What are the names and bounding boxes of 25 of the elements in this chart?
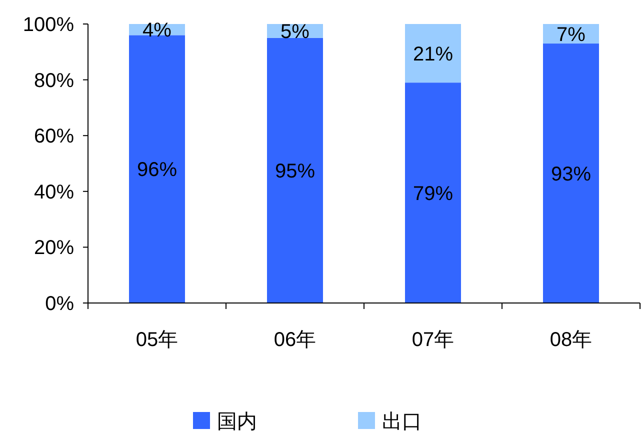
- data-label: 5%: [280, 20, 310, 43]
- x-tick-label: 08年: [550, 329, 592, 351]
- data-label: 95%: [274, 160, 316, 182]
- bar: [405, 24, 461, 83]
- y-tick-label: 0%: [45, 293, 74, 315]
- x-tick-label: 06年: [274, 329, 316, 351]
- y-tick-label: 20%: [34, 237, 74, 260]
- legend-label: 出口: [382, 411, 422, 433]
- y-tick-label: 60%: [34, 126, 74, 148]
- data-label: 4%: [142, 20, 172, 42]
- bar: [129, 35, 185, 303]
- y-tick-label: 100%: [22, 14, 74, 36]
- bar: [405, 82, 461, 303]
- legend-label: 国内: [217, 411, 257, 433]
- data-label: 93%: [550, 163, 592, 186]
- y-tick-label: 40%: [34, 181, 74, 204]
- data-label: 96%: [136, 159, 178, 182]
- y-tick-label: 80%: [34, 70, 74, 92]
- bar: [267, 38, 323, 303]
- data-label: 21%: [412, 43, 454, 66]
- bar: [543, 44, 599, 303]
- data-label: 79%: [412, 182, 454, 205]
- x-tick-label: 07年: [412, 329, 454, 351]
- x-tick-label: 05年: [136, 329, 178, 351]
- data-label: 7%: [556, 24, 586, 46]
